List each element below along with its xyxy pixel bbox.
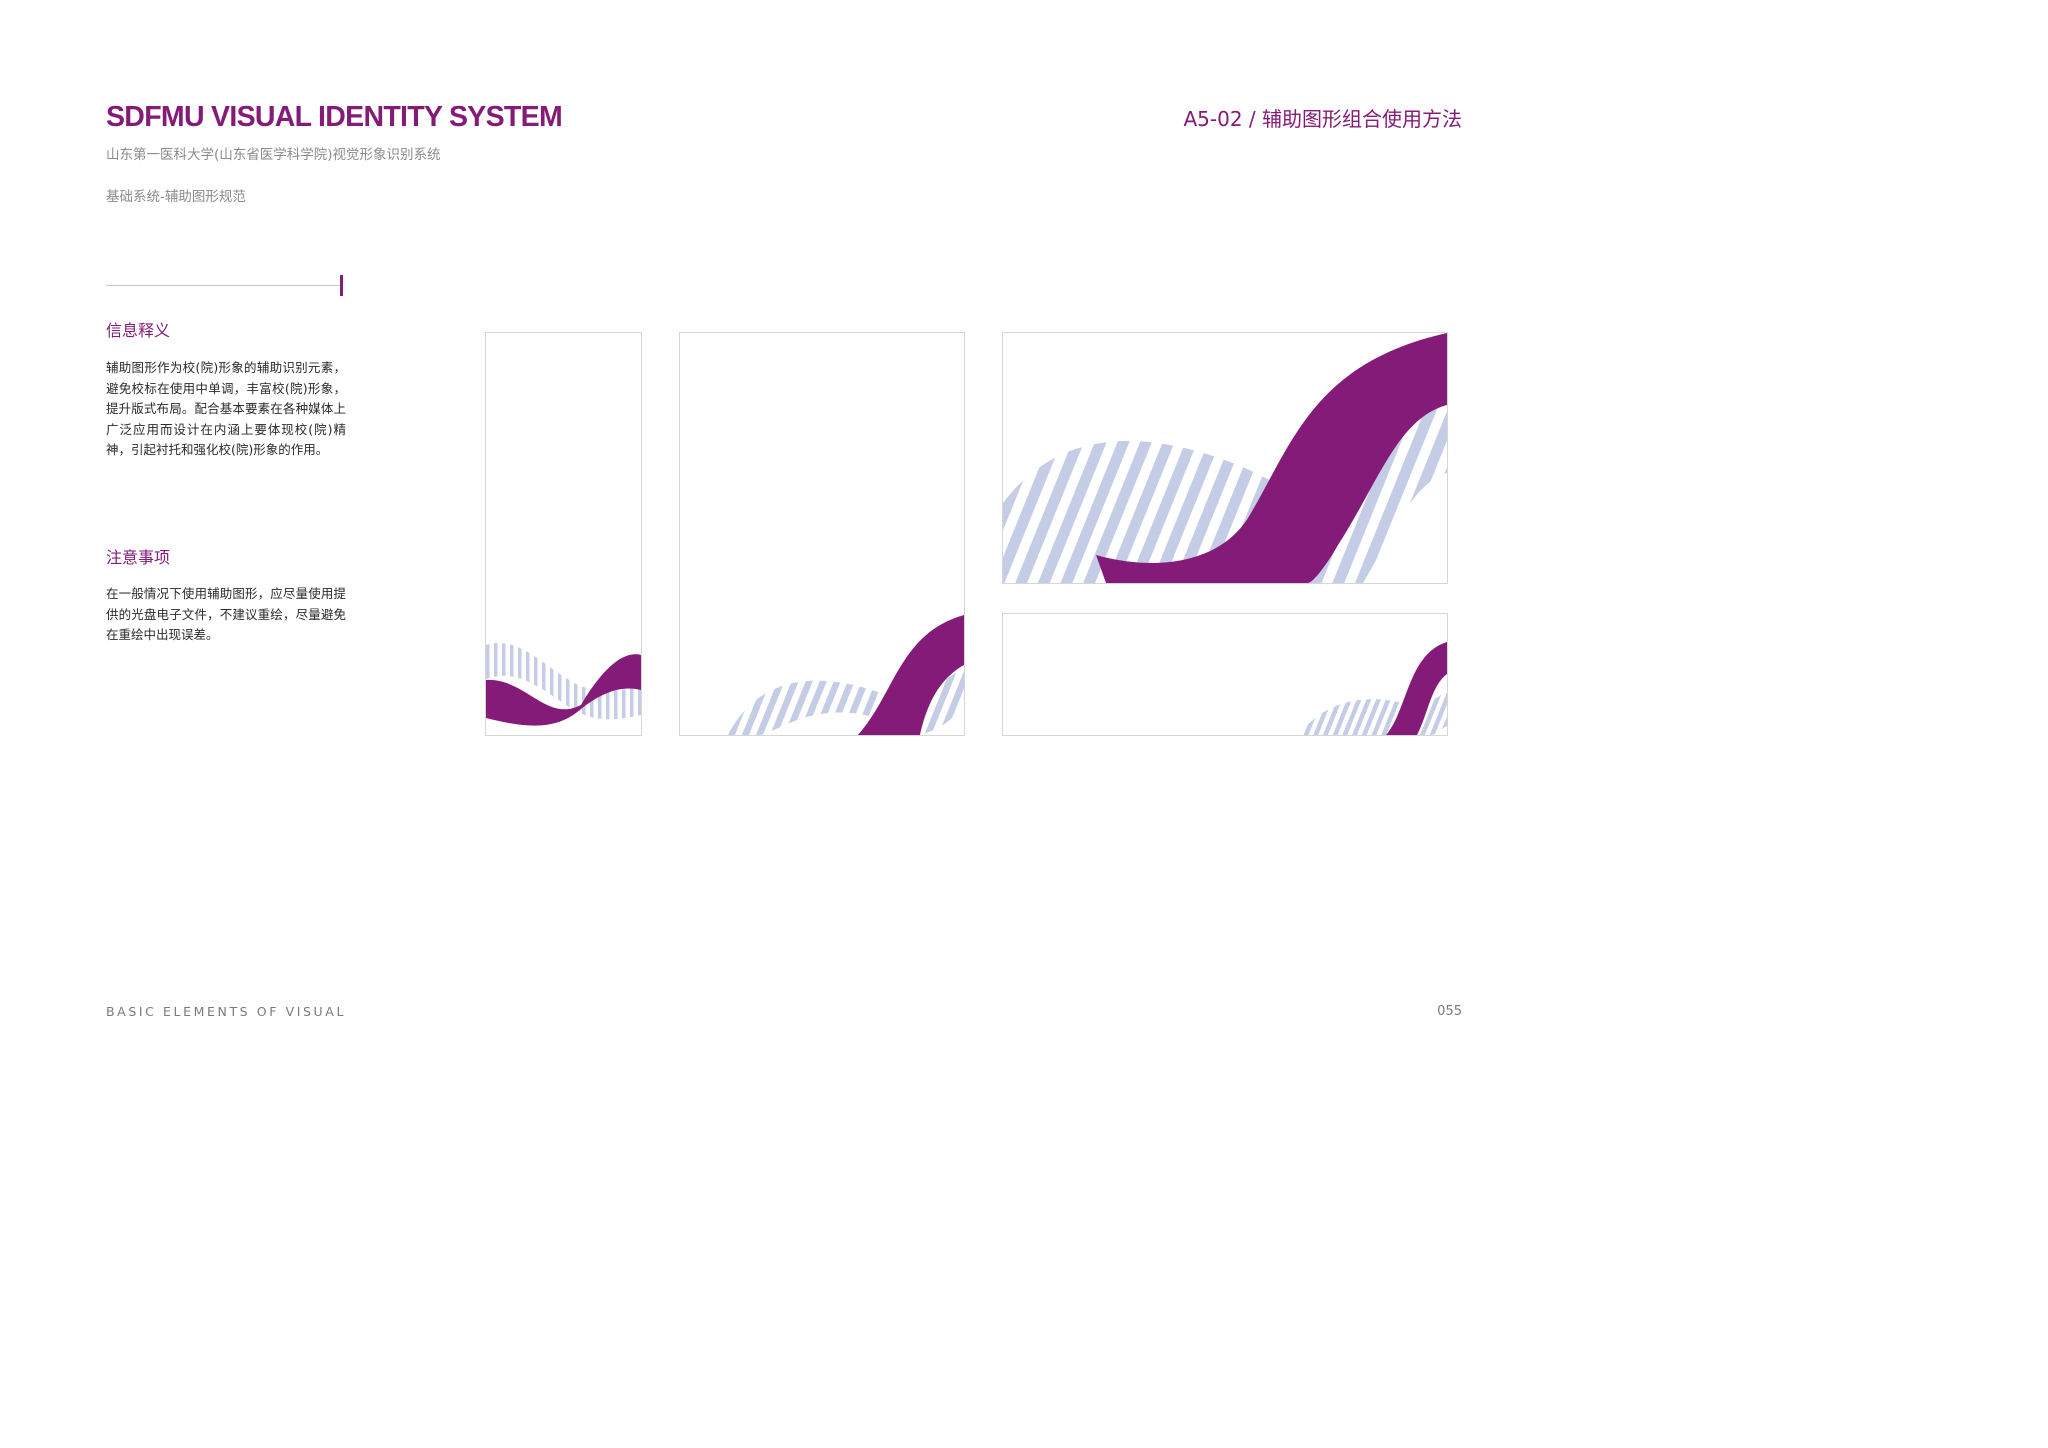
notes-text: 在一般情况下使用辅助图形，应尽量使用提供的光盘电子文件，不建议重绘，尽量避免在重…	[106, 586, 346, 643]
divider-line	[106, 285, 342, 286]
graphic-panel-horizontal-banner	[1002, 613, 1448, 736]
purple-wave	[858, 615, 964, 735]
divider-accent-bar	[340, 275, 343, 296]
wave-graphic	[728, 615, 964, 735]
stripe-band	[486, 642, 641, 720]
purple-wave	[1096, 333, 1447, 583]
notes-heading: 注意事项	[106, 548, 171, 567]
graphic-panel-vertical-narrow	[485, 332, 642, 736]
graphic-panel-horizontal-large	[1002, 332, 1448, 584]
section-label: 基础系统-辅助图形规范	[106, 189, 246, 205]
wave-graphic	[1003, 333, 1447, 583]
page-subtitle: 山东第一医科大学(山东省医学科学院)视觉形象识别系统	[106, 147, 441, 163]
wave-graphic	[486, 642, 641, 726]
info-text: 辅助图形作为校(院)形象的辅助识别元素，避免校标在使用中单调，丰富校(院)形象，…	[106, 360, 346, 458]
purple-wave	[1386, 642, 1447, 735]
footer-label: BASIC ELEMENTS OF VISUAL	[106, 1004, 347, 1019]
purple-wave	[486, 654, 641, 726]
wave-graphic	[1299, 642, 1447, 735]
graphic-panel-vertical	[679, 332, 965, 736]
page-code-title: A5-02 / 辅助图形组合使用方法	[1183, 107, 1462, 131]
info-heading: 信息释义	[106, 321, 171, 340]
page-number: 055	[1437, 1004, 1462, 1019]
page-title: SDFMU VISUAL IDENTITY SYSTEM	[106, 101, 563, 133]
